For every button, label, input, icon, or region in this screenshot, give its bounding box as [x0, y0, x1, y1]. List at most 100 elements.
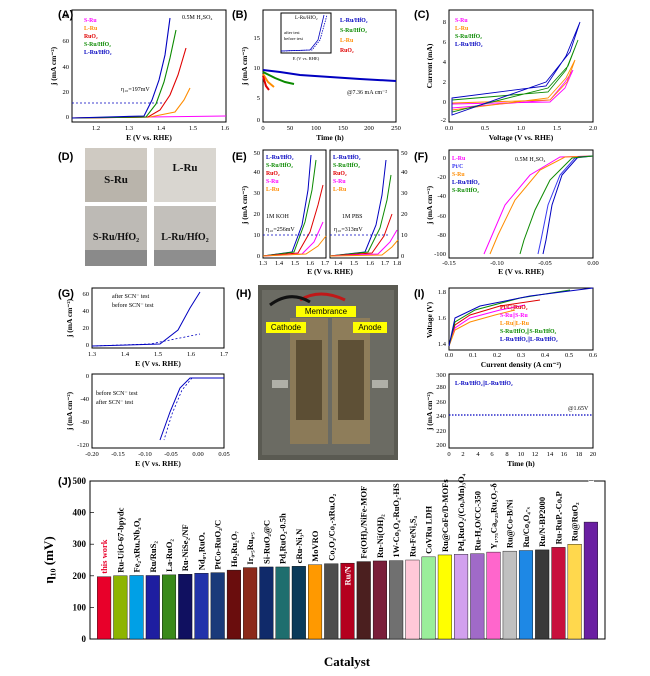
g-bot-curve-after: [163, 377, 224, 441]
i-legend-2: S-Ru||S-Ru: [500, 313, 528, 319]
left-fitting: [272, 380, 288, 388]
i-bot-ytick-5: 280: [436, 384, 446, 391]
e-xlabel: E (V vs. RHE): [307, 267, 353, 276]
e-legend-l-4: S-Ru: [266, 179, 279, 185]
j-bar: [97, 576, 112, 640]
j-bar-label: Ru/N: [343, 565, 353, 585]
e-ytick-r2: 10: [401, 232, 408, 239]
b-legend-ruo2: RuO₂: [340, 48, 354, 54]
b-xtick-5: 200: [364, 125, 374, 132]
a-ytick-2: 20: [63, 89, 70, 96]
b-xtick-6: 250: [391, 125, 401, 132]
f-xtick-3: -0.05: [538, 260, 552, 267]
j-bar-label: Ru-RuPₓ-CoₓP: [553, 491, 563, 544]
panel-a-axes: [71, 9, 227, 123]
f-xlabel: E (V vs. RHE): [498, 267, 544, 276]
g-bot-legend-after: after SCN⁻ test: [96, 399, 133, 406]
membrane-tag: [296, 306, 356, 317]
f-ytick-4: -40: [437, 193, 446, 200]
i-bot-xtick-1: 0: [447, 451, 450, 458]
j-bar-labels: this work Ru-UiO-67-bpydc Fe₂-xRuₓNb₂O₆ Ru/…: [99, 466, 596, 586]
f-curve-l-ru-hfo2: [542, 155, 594, 255]
i-curve-l-ru: [448, 309, 516, 347]
f-legend-3: S-Ru: [452, 172, 465, 178]
e-r-curve-s-ru: [329, 229, 398, 257]
e-legend-right: L-Ru/HfO₂ S-Ru/HfO₂ RuO₂ S-Ru L-Ru: [333, 155, 361, 193]
f-xtick-4: 0.00: [587, 260, 598, 267]
g-top-ytick-3: 40: [83, 308, 90, 315]
f-legend: L-Ru Pt/C S-Ru L-Ru/HfO₂ S-Ru/HfO₂: [452, 156, 480, 194]
i-bot-xtick-11: 20: [590, 451, 597, 458]
e-legend-r-3: RuO₂: [333, 171, 347, 177]
panel-e-label: (E): [232, 151, 247, 163]
i-bot-note: @1.65V: [568, 406, 589, 412]
i-legend-5: L-Ru/HfO₂||L-Ru/HfO₂: [500, 337, 558, 343]
i-bot-ytick-2: 220: [436, 428, 446, 435]
j-bar-label: Ru/RuS₂: [148, 541, 158, 573]
j-bar: [486, 551, 501, 640]
c-ytick-3: 2: [443, 79, 446, 86]
panel-d-label: (D): [58, 151, 74, 163]
e-xtick-l2: 1.4: [275, 260, 284, 267]
e-legend-r-4: S-Ru: [333, 179, 346, 185]
j-bar: [454, 554, 469, 640]
f-xtick-2: -0.10: [490, 260, 504, 267]
e-ytick-l5: 40: [254, 169, 261, 176]
c-xtick-5: 2.0: [589, 125, 597, 132]
b-inset-curve-before: [280, 14, 325, 52]
g-top-ytick-4: 60: [83, 291, 90, 298]
j-ytick-label: 500: [73, 476, 87, 486]
j-bar-label: CoVRu LDH: [424, 506, 434, 554]
c-legend-l-ru: L-Ru: [455, 26, 469, 32]
j-bar-label: Ru/Co₄O₄-ₓ: [521, 506, 531, 547]
panel-c-xticks: 0.0 0.5 1.0 1.5 2.0: [445, 125, 597, 132]
j-bar: [372, 560, 387, 640]
i-bot-xtick-3: 4: [476, 451, 480, 458]
photo-l-ru-hfo2-base: [154, 250, 216, 266]
j-bar-label: Pt₀.₁Ru₀.₄₅Ir₀.₄₅: [586, 466, 596, 519]
g-top-legend-after: after SCN⁻ test: [112, 293, 149, 300]
j-bar: [551, 547, 566, 640]
anode-window: [338, 340, 364, 420]
panel-g-top-axes: [91, 287, 225, 349]
f-legend-1: L-Ru: [452, 156, 466, 162]
j-bar-label: PtCo-RuO₂/C: [213, 520, 223, 570]
e-legend-l-2: S-Ru/HfO₂: [266, 163, 293, 169]
g-bot-xtick-5: 0.00: [192, 451, 203, 458]
e-right-eta: η₁₀=313mV: [334, 227, 363, 233]
e-r-curve-ruo2: [329, 213, 393, 257]
f-ytick-3: -60: [437, 213, 446, 220]
a-curve-ruo2: [71, 47, 187, 119]
i-curve-l-ru-hfo2: [448, 287, 594, 347]
j-bar-label: this work: [99, 539, 109, 574]
b-ytick-3: 10: [254, 65, 261, 72]
e-xtick-r4: 1.7: [381, 260, 390, 267]
e-legend-left: L-Ru/HfO₂ S-Ru/HfO₂ RuO₂ S-Ru L-Ru: [266, 155, 294, 193]
j-bar-label: Pd₁RuO₂/(Co,Mn)₃O₄: [456, 473, 466, 551]
e-legend-l-3: RuO₂: [266, 171, 280, 177]
i-ytick-3: 1.8: [438, 289, 446, 296]
j-yticks: 0 100 200 300 400 500: [73, 476, 94, 644]
b-xlabel: Time (h): [316, 133, 344, 142]
c-legend-s-ru-hfo2: S-Ru/HfO₂: [455, 34, 482, 40]
b-legend-s-ru-hfo2: S-Ru/HfO₂: [340, 28, 367, 34]
b-inset-axes: [280, 12, 332, 54]
j-bar-label: Ru-NiSe₂/NF: [180, 524, 190, 571]
c-ytick-5: 6: [443, 39, 447, 46]
photo-s-ru-top: [85, 148, 147, 170]
j-bar: [437, 554, 452, 640]
panel-f-label: (F): [414, 151, 428, 163]
panel-a: (A) 1.2 1.3 1.4 1.5 1.6 0 20 40 60 80 E …: [49, 9, 230, 142]
b-inset-title: L-Ru/HfO₂: [295, 16, 318, 21]
c-xtick-3: 1.0: [517, 125, 525, 132]
i-ylabel: Voltage (V): [425, 301, 434, 338]
f-legend-4: L-Ru/HfO₂: [452, 180, 480, 186]
j-bar: [502, 550, 517, 640]
b-curve-s-ru-hfo2: [262, 71, 295, 85]
panel-b-label: (B): [232, 9, 248, 21]
g-bot-xtick-4: -0.05: [164, 451, 178, 458]
i-bot-ytick-6: 300: [436, 372, 446, 379]
a-xtick-5: 1.6: [221, 125, 230, 132]
anode-tag: [353, 322, 387, 333]
g-bot-ytick-2: -80: [80, 419, 89, 426]
